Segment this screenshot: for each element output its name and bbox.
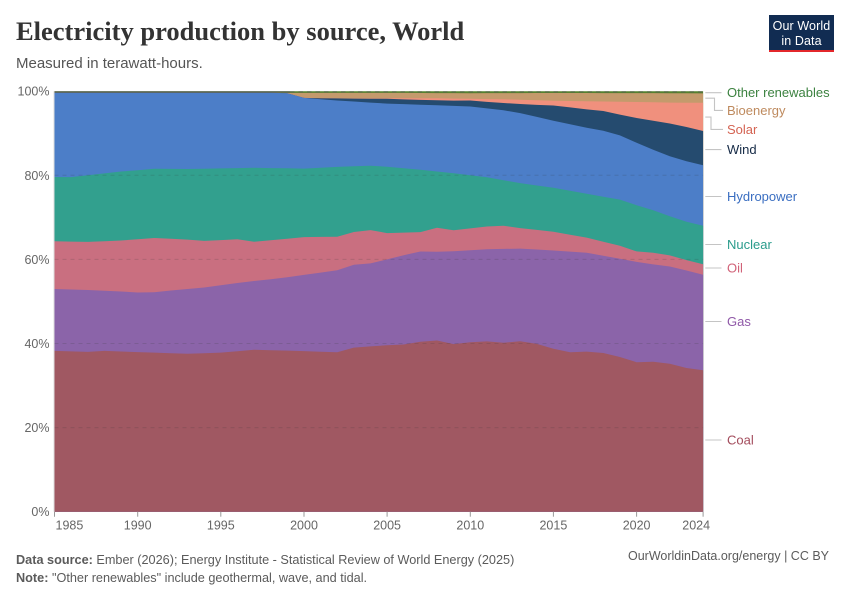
svg-text:Nuclear: Nuclear [727, 237, 772, 252]
svg-text:Coal: Coal [727, 433, 754, 448]
svg-text:Wind: Wind [727, 142, 757, 157]
svg-text:Bioenergy: Bioenergy [727, 103, 786, 118]
svg-text:2000: 2000 [290, 519, 318, 533]
svg-text:80%: 80% [24, 169, 49, 183]
svg-text:60%: 60% [24, 253, 49, 267]
svg-text:1990: 1990 [124, 519, 152, 533]
svg-text:Oil: Oil [727, 261, 743, 276]
svg-text:20%: 20% [24, 421, 49, 435]
svg-text:1995: 1995 [207, 519, 235, 533]
svg-text:Gas: Gas [727, 314, 751, 329]
svg-text:2010: 2010 [456, 519, 484, 533]
svg-text:2020: 2020 [623, 519, 651, 533]
svg-text:Other renewables: Other renewables [727, 85, 830, 100]
svg-text:100%: 100% [18, 85, 50, 99]
svg-text:Hydropower: Hydropower [727, 189, 798, 204]
svg-text:2024: 2024 [682, 519, 710, 533]
svg-text:40%: 40% [24, 337, 49, 351]
svg-text:Solar: Solar [727, 122, 758, 137]
svg-text:0%: 0% [31, 505, 49, 519]
svg-text:1985: 1985 [56, 519, 84, 533]
svg-text:2005: 2005 [373, 519, 401, 533]
svg-text:2015: 2015 [539, 519, 567, 533]
